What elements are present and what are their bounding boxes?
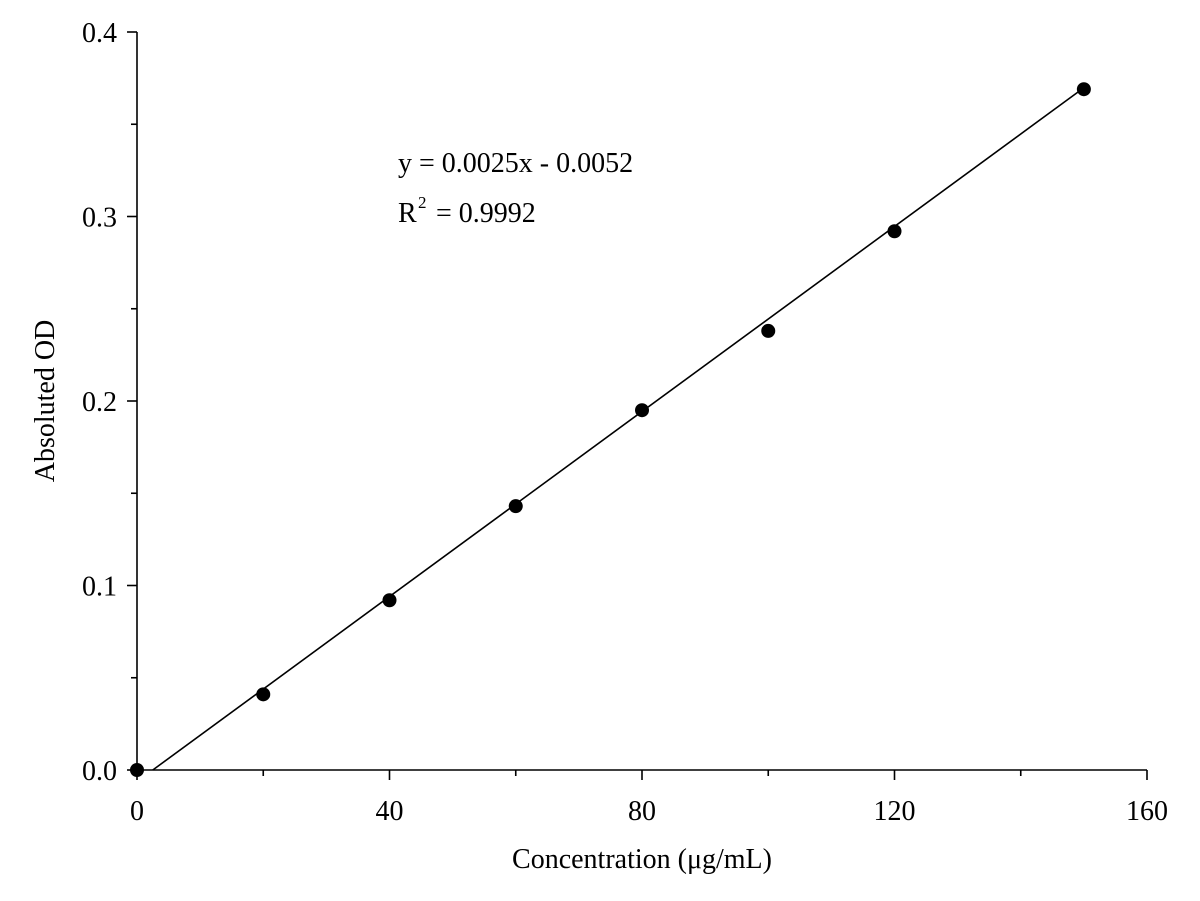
y-tick-label: 0.0 — [82, 756, 117, 787]
x-tick-label: 40 — [376, 796, 404, 827]
fit-line — [152, 87, 1085, 771]
x-axis-label: Concentration (μg/mL) — [512, 844, 772, 875]
data-point — [130, 763, 144, 777]
r2-value: = 0.9992 — [436, 198, 536, 229]
y-axis-label: Absoluted OD — [30, 320, 61, 483]
fit-equation: y = 0.0025x - 0.0052 — [398, 148, 633, 179]
x-tick-label: 160 — [1126, 796, 1168, 827]
data-point — [887, 224, 902, 239]
data-point — [635, 403, 649, 418]
data-point — [382, 593, 397, 608]
r2-symbol: R — [398, 198, 417, 229]
x-tick-label: 120 — [874, 796, 916, 827]
data-point — [1076, 82, 1091, 97]
y-tick-label: 0.1 — [82, 572, 117, 603]
data-point — [761, 323, 776, 338]
data-point — [256, 687, 271, 702]
y-tick-label: 0.2 — [82, 387, 117, 418]
r2-exponent: 2 — [418, 193, 427, 212]
y-tick-label: 0.4 — [82, 18, 117, 49]
data-point — [508, 499, 523, 514]
y-tick-label: 0.3 — [82, 203, 117, 234]
x-tick-label: 80 — [628, 796, 656, 827]
x-tick-label: 0 — [130, 796, 144, 827]
